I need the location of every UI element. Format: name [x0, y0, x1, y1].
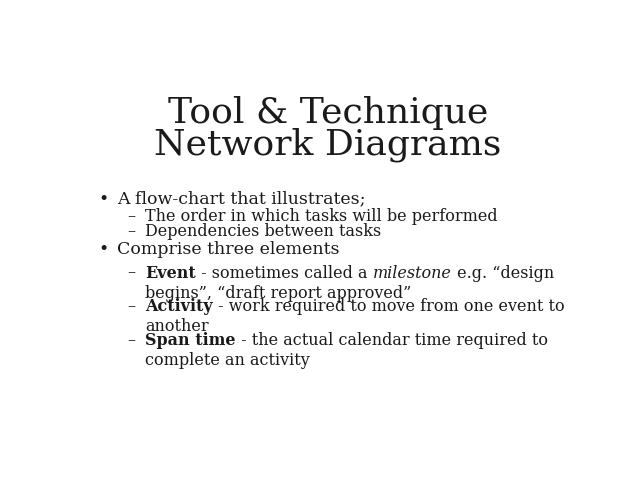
Text: complete an activity: complete an activity: [145, 352, 310, 369]
Text: - work required to move from one event to: - work required to move from one event t…: [213, 298, 564, 315]
Text: Tool & Technique: Tool & Technique: [168, 96, 488, 131]
Text: milestone: milestone: [373, 264, 452, 282]
Text: The order in which tasks will be performed: The order in which tasks will be perform…: [145, 208, 498, 225]
Text: –: –: [127, 223, 135, 240]
Text: begins”, “draft report approved”: begins”, “draft report approved”: [145, 285, 412, 302]
Text: e.g. “design: e.g. “design: [452, 264, 554, 282]
Text: –: –: [127, 332, 135, 349]
Text: - the actual calendar time required to: - the actual calendar time required to: [236, 332, 548, 349]
Text: Dependencies between tasks: Dependencies between tasks: [145, 223, 381, 240]
Text: Network Diagrams: Network Diagrams: [154, 128, 502, 162]
Text: –: –: [127, 298, 135, 315]
Text: Span time: Span time: [145, 332, 236, 349]
Text: •: •: [99, 240, 109, 258]
Text: Event: Event: [145, 264, 196, 282]
Text: Comprise three elements: Comprise three elements: [117, 240, 340, 258]
Text: A flow-chart that illustrates;: A flow-chart that illustrates;: [117, 191, 365, 208]
Text: –: –: [127, 208, 135, 225]
Text: –: –: [127, 264, 135, 282]
Text: another: another: [145, 318, 209, 335]
Text: Activity: Activity: [145, 298, 213, 315]
Text: •: •: [99, 191, 109, 208]
Text: - sometimes called a: - sometimes called a: [196, 264, 373, 282]
